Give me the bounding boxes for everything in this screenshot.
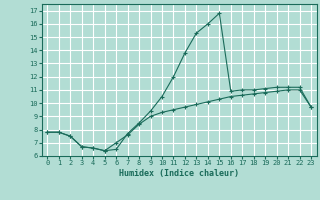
X-axis label: Humidex (Indice chaleur): Humidex (Indice chaleur) <box>119 169 239 178</box>
